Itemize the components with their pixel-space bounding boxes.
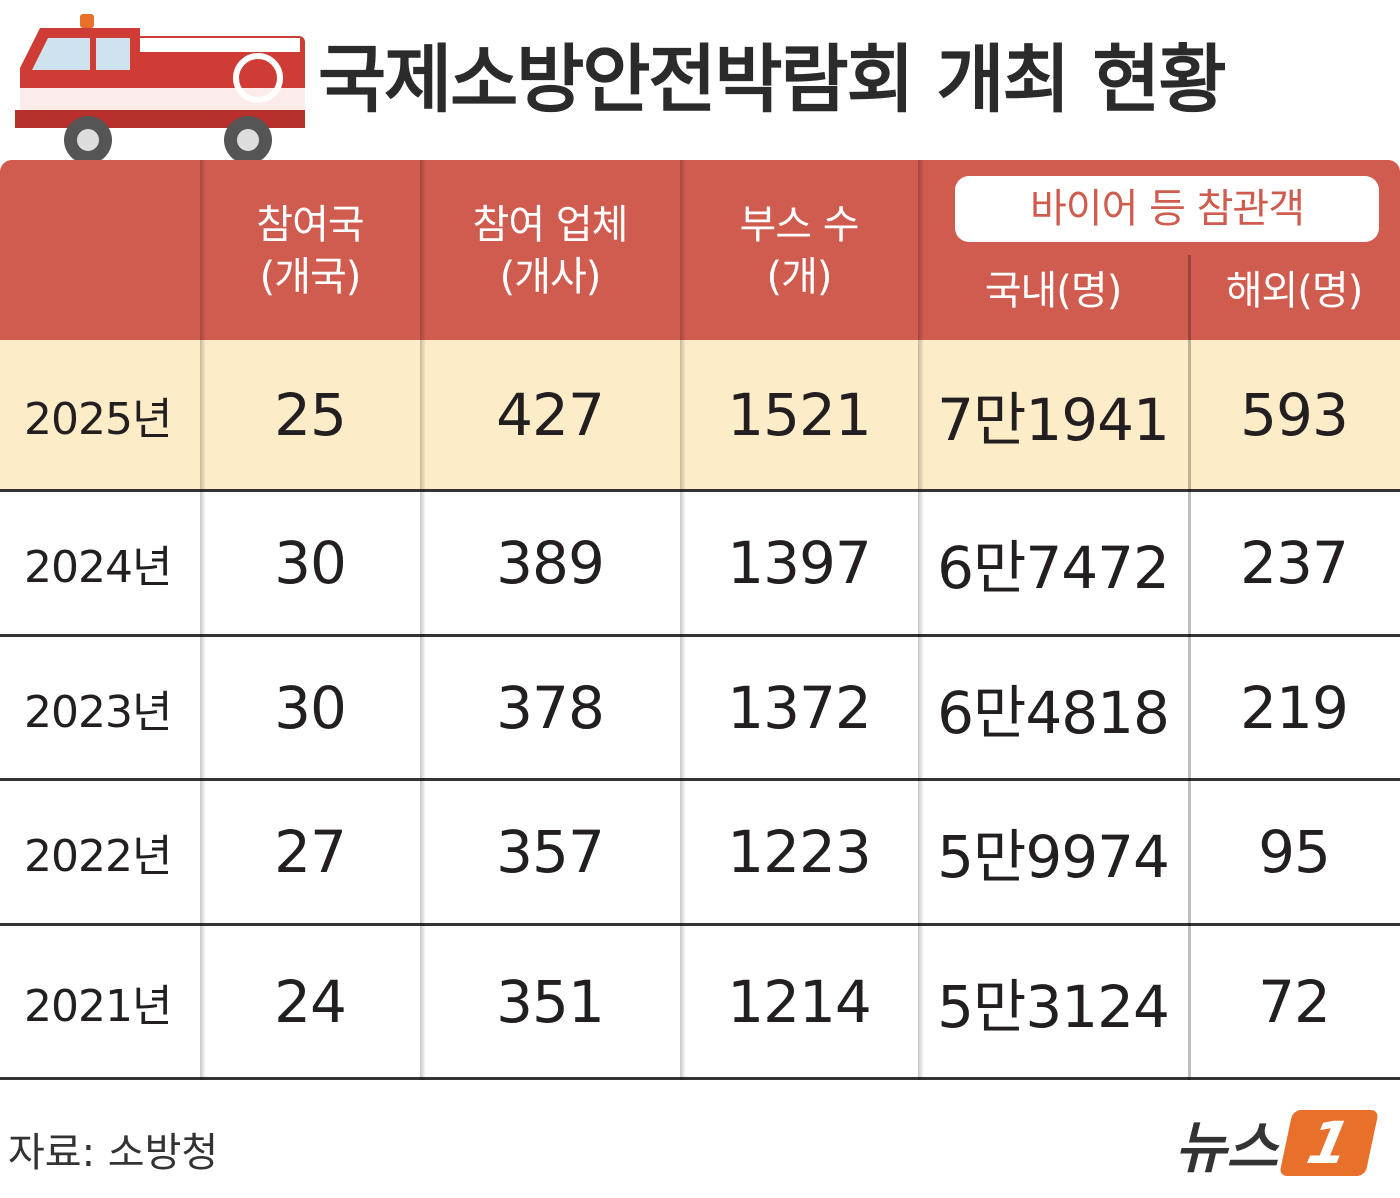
- table-row: 2024년 30 389 1397 6만7472 237: [0, 492, 1400, 637]
- table-cell: 25: [274, 380, 347, 449]
- table-cell: 351: [496, 967, 605, 1036]
- table-cell: 1521: [727, 380, 872, 449]
- table-cell: 5만9974: [937, 823, 1170, 891]
- column-divider: [680, 160, 686, 1080]
- fire-truck-icon: [15, 14, 305, 164]
- table-cell: 6만7472: [937, 534, 1170, 602]
- sub-column-header: 해외(명): [1225, 268, 1364, 314]
- row-label: 2021년: [24, 980, 172, 1032]
- row-label: 2022년: [24, 831, 172, 882]
- table-cell: 7만1941: [937, 385, 1170, 454]
- table-cell: 378: [496, 673, 605, 742]
- column-unit: (개): [766, 254, 832, 300]
- table-cell: 593: [1240, 380, 1349, 449]
- source: 자료: 소방청: [8, 1130, 219, 1176]
- table-cell: 5만3124: [937, 972, 1170, 1041]
- table-cell: 27: [274, 818, 347, 886]
- table-cell: 30: [274, 529, 347, 597]
- logo-badge: 1: [1279, 1109, 1380, 1177]
- column-header: 참여국: [256, 202, 364, 248]
- table-cell: 30: [274, 673, 347, 742]
- column-divider: [200, 160, 206, 1080]
- column-header: 참여 업체: [472, 202, 629, 248]
- table-cell: 24: [274, 967, 347, 1036]
- table-cell: 1223: [727, 818, 872, 886]
- table-row: 2025년 25 427 1521 7만1941 593: [0, 340, 1400, 492]
- table-cell: 357: [496, 818, 605, 886]
- table-row: 2023년 30 378 1372 6만4818 219: [0, 637, 1400, 781]
- table-cell: 1372: [727, 673, 872, 742]
- table-cell: 95: [1258, 818, 1331, 886]
- row-label: 2024년: [24, 542, 172, 593]
- logo-text: 뉴스: [1175, 1115, 1279, 1181]
- column-divider: [918, 160, 924, 1080]
- column-header: 부스 수: [739, 202, 859, 248]
- logo: 뉴스 1: [1175, 1108, 1380, 1181]
- group-header: 바이어 등 참관객: [955, 176, 1379, 242]
- table-cell: 1397: [727, 529, 872, 597]
- table-row: 2021년 24 351 1214 5만3124 72: [0, 926, 1400, 1080]
- table-cell: 389: [496, 529, 605, 597]
- table-cell: 219: [1240, 673, 1349, 742]
- table-cell: 1214: [727, 967, 872, 1036]
- table-cell: 427: [496, 380, 605, 449]
- sub-column-header: 국내(명): [984, 268, 1123, 314]
- table-row: 2022년 27 357 1223 5만9974 95: [0, 781, 1400, 926]
- row-label: 2023년: [24, 686, 172, 738]
- title: 국제소방안전박람회 개최 현황: [318, 37, 1227, 123]
- column-divider: [420, 160, 426, 1080]
- column-unit: (개국): [259, 254, 362, 300]
- row-label: 2025년: [24, 393, 172, 445]
- table-cell: 237: [1240, 529, 1349, 597]
- column-divider: [1188, 255, 1191, 1080]
- table-cell: 72: [1258, 967, 1331, 1036]
- column-unit: (개사): [499, 254, 602, 300]
- table-cell: 6만4818: [937, 678, 1170, 747]
